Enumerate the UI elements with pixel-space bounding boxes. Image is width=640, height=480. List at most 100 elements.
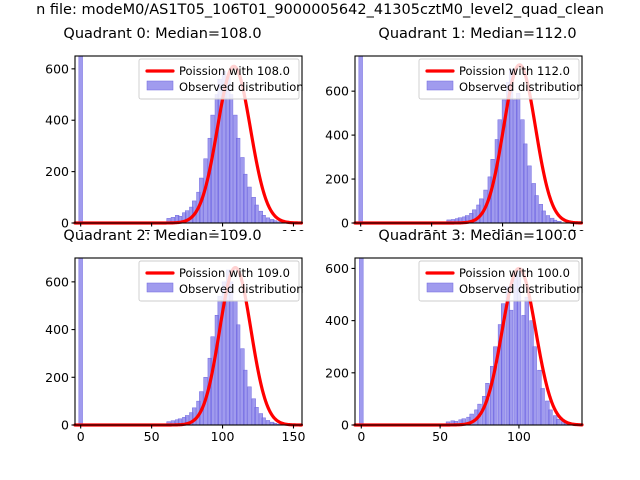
y-tick-label: 0 — [341, 418, 349, 433]
legend-label-poisson: Poission with 109.0 — [179, 266, 290, 280]
legend-label-observed: Observed distribution — [179, 282, 304, 296]
y-tick-label: 400 — [325, 313, 349, 328]
subplot-quadrant-3: Quadrant 3: Median=100.0 0 50 100 0 200 400 600… — [325, 228, 630, 443]
histogram-bar — [243, 173, 248, 224]
x-tick-label: 0 — [77, 429, 85, 443]
y-tick-label: 200 — [45, 164, 69, 179]
y-tick-label: 600 — [325, 84, 349, 99]
x-tick-label: 0 — [357, 429, 365, 443]
axes-frame — [354, 257, 583, 426]
legend-label-poisson: Poission with 108.0 — [179, 64, 290, 78]
y-tick-label: 400 — [325, 128, 349, 143]
histogram-bar — [508, 309, 514, 426]
histogram-bar — [254, 407, 259, 426]
x-tick-label: 100 — [491, 227, 515, 231]
subplot-title-quadrant-0: Quadrant 0: Median=108.0 — [63, 26, 262, 42]
figure-suptitle-text: n file: modeM0/AS1T05_106T01_9000005642_… — [36, 2, 604, 18]
y-tick-label: 200 — [325, 172, 349, 187]
x-tick-label: 0 — [77, 227, 85, 231]
legend-swatch-observed — [146, 80, 174, 91]
legend-quadrant-3: Poission with 100.0 Observed distribution — [418, 260, 584, 302]
x-tick-label: 150 — [562, 227, 586, 231]
legend-label-observed: Observed distribution — [459, 80, 584, 94]
y-tick-label: 600 — [325, 261, 349, 276]
legend-swatch-observed — [426, 282, 454, 293]
y-tick-label: 200 — [45, 370, 69, 385]
axes-frame — [74, 55, 303, 224]
histogram-bar — [265, 217, 271, 224]
y-tick-label: 0 — [61, 216, 69, 231]
plot-canvas-quadrant-2: 0 50 100 150 0 200 400 600 Poission with 109.0 Ob… — [45, 257, 306, 443]
x-tick-label: 150 — [282, 429, 306, 443]
x-tick-label: 100 — [507, 429, 531, 443]
y-tick-label: 600 — [45, 274, 69, 289]
x-tick-label: 150 — [282, 227, 306, 231]
zero-bin-spike — [78, 55, 83, 224]
histogram-bar — [540, 388, 545, 426]
observed-histogram-quadrant-1 — [446, 68, 562, 224]
zero-bin-spike — [358, 55, 363, 224]
histogram-bar — [524, 296, 529, 426]
legend-label-observed: Observed distribution — [179, 80, 304, 94]
histogram-bar — [236, 324, 241, 426]
subplot-quadrant-1: Quadrant 1: Median=112.0 0 50 100 150 0 200 400… — [325, 26, 630, 231]
histogram-bar — [556, 419, 561, 426]
histogram-bar — [545, 215, 551, 224]
histogram-bar — [236, 137, 241, 224]
x-tick-label: 100 — [211, 227, 235, 231]
legend-label-observed: Observed distribution — [459, 282, 584, 296]
x-tick-label: 50 — [424, 227, 440, 231]
zero-bin-spike — [359, 257, 364, 426]
x-tick-label: 50 — [432, 429, 448, 443]
histogram-bar — [228, 281, 234, 426]
histogram-bar — [532, 346, 537, 426]
histogram-bar — [523, 143, 528, 224]
legend-quadrant-1: Poission with 112.0 Observed distribution — [418, 58, 584, 100]
histogram-bar — [261, 215, 266, 224]
histogram-bar — [516, 93, 521, 224]
x-tick-label: 50 — [144, 227, 160, 231]
histogram-bar — [265, 420, 271, 426]
x-tick-label: 0 — [357, 227, 365, 231]
legend-label-poisson: Poission with 100.0 — [459, 266, 570, 280]
y-tick-label: 0 — [61, 418, 69, 433]
subplot-quadrant-0: Quadrant 0: Median=108.0 0 50 100 150 0 200 400… — [10, 26, 315, 231]
y-tick-label: 0 — [341, 216, 349, 231]
histogram-bar — [541, 210, 546, 224]
plot-canvas-quadrant-1: 0 50 100 150 0 200 400 600 Poission with 112.0 Ob… — [325, 55, 586, 231]
legend-box — [418, 58, 580, 100]
histogram-bar — [548, 409, 553, 426]
legend-box — [418, 260, 580, 302]
histogram-bar — [228, 94, 234, 224]
figure-suptitle: n file: modeM0/AS1T05_106T01_9000005642_… — [0, 2, 640, 18]
subplot-title-quadrant-1: Quadrant 1: Median=112.0 — [378, 26, 577, 42]
histogram-bar — [243, 369, 248, 426]
histogram-bar — [254, 204, 259, 224]
histogram-bar — [247, 186, 252, 224]
subplot-title-quadrant-2: Quadrant 2: Median=109.0 — [63, 228, 262, 244]
x-tick-label: 100 — [211, 429, 235, 443]
legend-box — [138, 260, 300, 302]
axes-frame — [354, 55, 583, 224]
histogram-bar — [527, 165, 532, 224]
y-tick-label: 400 — [45, 322, 69, 337]
histogram-bar — [261, 417, 266, 426]
histogram-bar — [247, 386, 252, 426]
plot-canvas-quadrant-3: 0 50 100 0 200 400 600 Poission with 100.0 Obser… — [325, 257, 584, 443]
legend-swatch-observed — [426, 80, 454, 91]
legend-label-poisson: Poission with 112.0 — [459, 64, 570, 78]
zero-bin-spike — [78, 257, 83, 426]
legend-quadrant-0: Poission with 108.0 Observed distribution — [138, 58, 304, 100]
histogram-bar — [534, 195, 539, 224]
y-tick-label: 200 — [325, 365, 349, 380]
legend-quadrant-2: Poission with 109.0 Observed distribution — [138, 260, 304, 302]
y-tick-label: 600 — [45, 61, 69, 76]
subplot-title-quadrant-3: Quadrant 3: Median=100.0 — [378, 228, 577, 244]
legend-swatch-observed — [146, 282, 174, 293]
legend-box — [138, 58, 300, 100]
subplot-quadrant-2: Quadrant 2: Median=109.0 0 50 100 150 0 200 400… — [10, 228, 315, 443]
x-tick-label: 50 — [144, 429, 160, 443]
axes-frame — [74, 257, 303, 426]
observed-histogram-quadrant-2 — [166, 269, 282, 426]
